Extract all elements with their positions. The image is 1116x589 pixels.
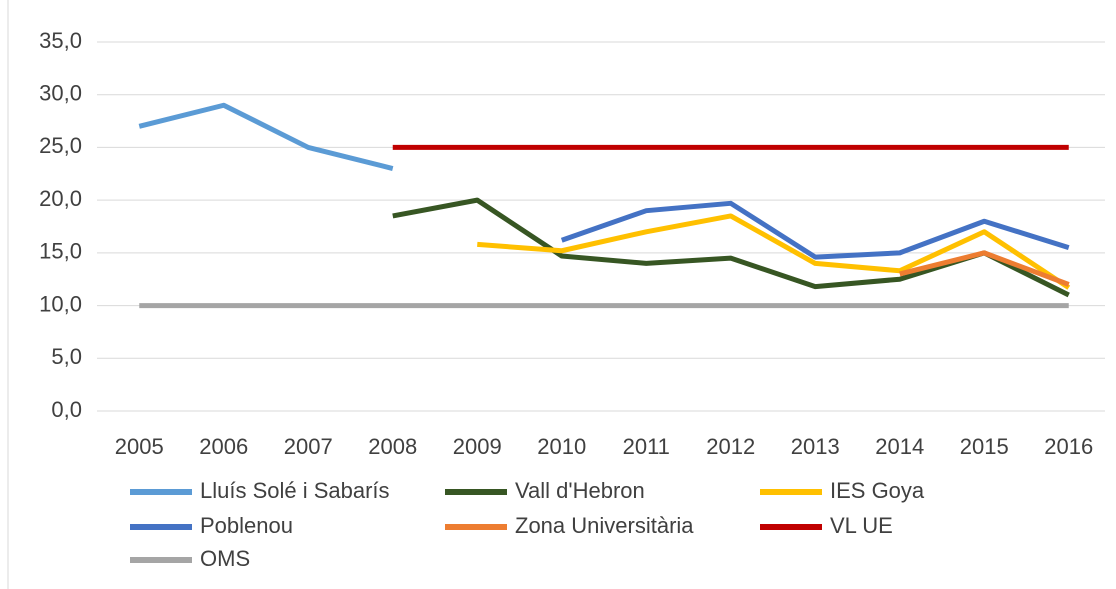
x-tick-label: 2013 — [791, 434, 840, 459]
y-tick-label: 20,0 — [39, 186, 82, 211]
y-tick-label: 30,0 — [39, 81, 82, 106]
legend-label: Zona Universitària — [515, 513, 694, 538]
legend-label: VL UE — [830, 513, 893, 538]
series-line — [899, 250, 1070, 287]
legend-label: IES Goya — [830, 478, 925, 503]
x-tick-label: 2010 — [537, 434, 586, 459]
x-tick-label: 2012 — [706, 434, 755, 459]
x-tick-label: 2008 — [368, 434, 417, 459]
x-tick-label: 2014 — [875, 434, 924, 459]
x-tick-label: 2015 — [960, 434, 1009, 459]
series-line — [477, 213, 1071, 290]
series-line — [560, 200, 1070, 260]
x-tick-label: 2007 — [284, 434, 333, 459]
legend-label: OMS — [200, 546, 250, 571]
y-tick-label: 15,0 — [39, 239, 82, 264]
legend-label: Lluís Solé i Sabarís — [200, 478, 390, 503]
y-tick-label: 35,0 — [39, 28, 82, 53]
legend-label: Vall d'Hebron — [515, 478, 645, 503]
y-tick-label: 25,0 — [39, 133, 82, 158]
x-tick-label: 2011 — [623, 434, 670, 459]
y-tick-label: 10,0 — [39, 291, 82, 316]
y-tick-label: 5,0 — [51, 344, 82, 369]
x-tick-label: 2005 — [115, 434, 164, 459]
y-tick-label: 0,0 — [51, 397, 82, 422]
legend-label: Poblenou — [200, 513, 293, 538]
series-line — [138, 102, 394, 171]
x-tick-label: 2006 — [199, 434, 248, 459]
x-tick-label: 2009 — [453, 434, 502, 459]
x-tick-label: 2016 — [1044, 434, 1093, 459]
